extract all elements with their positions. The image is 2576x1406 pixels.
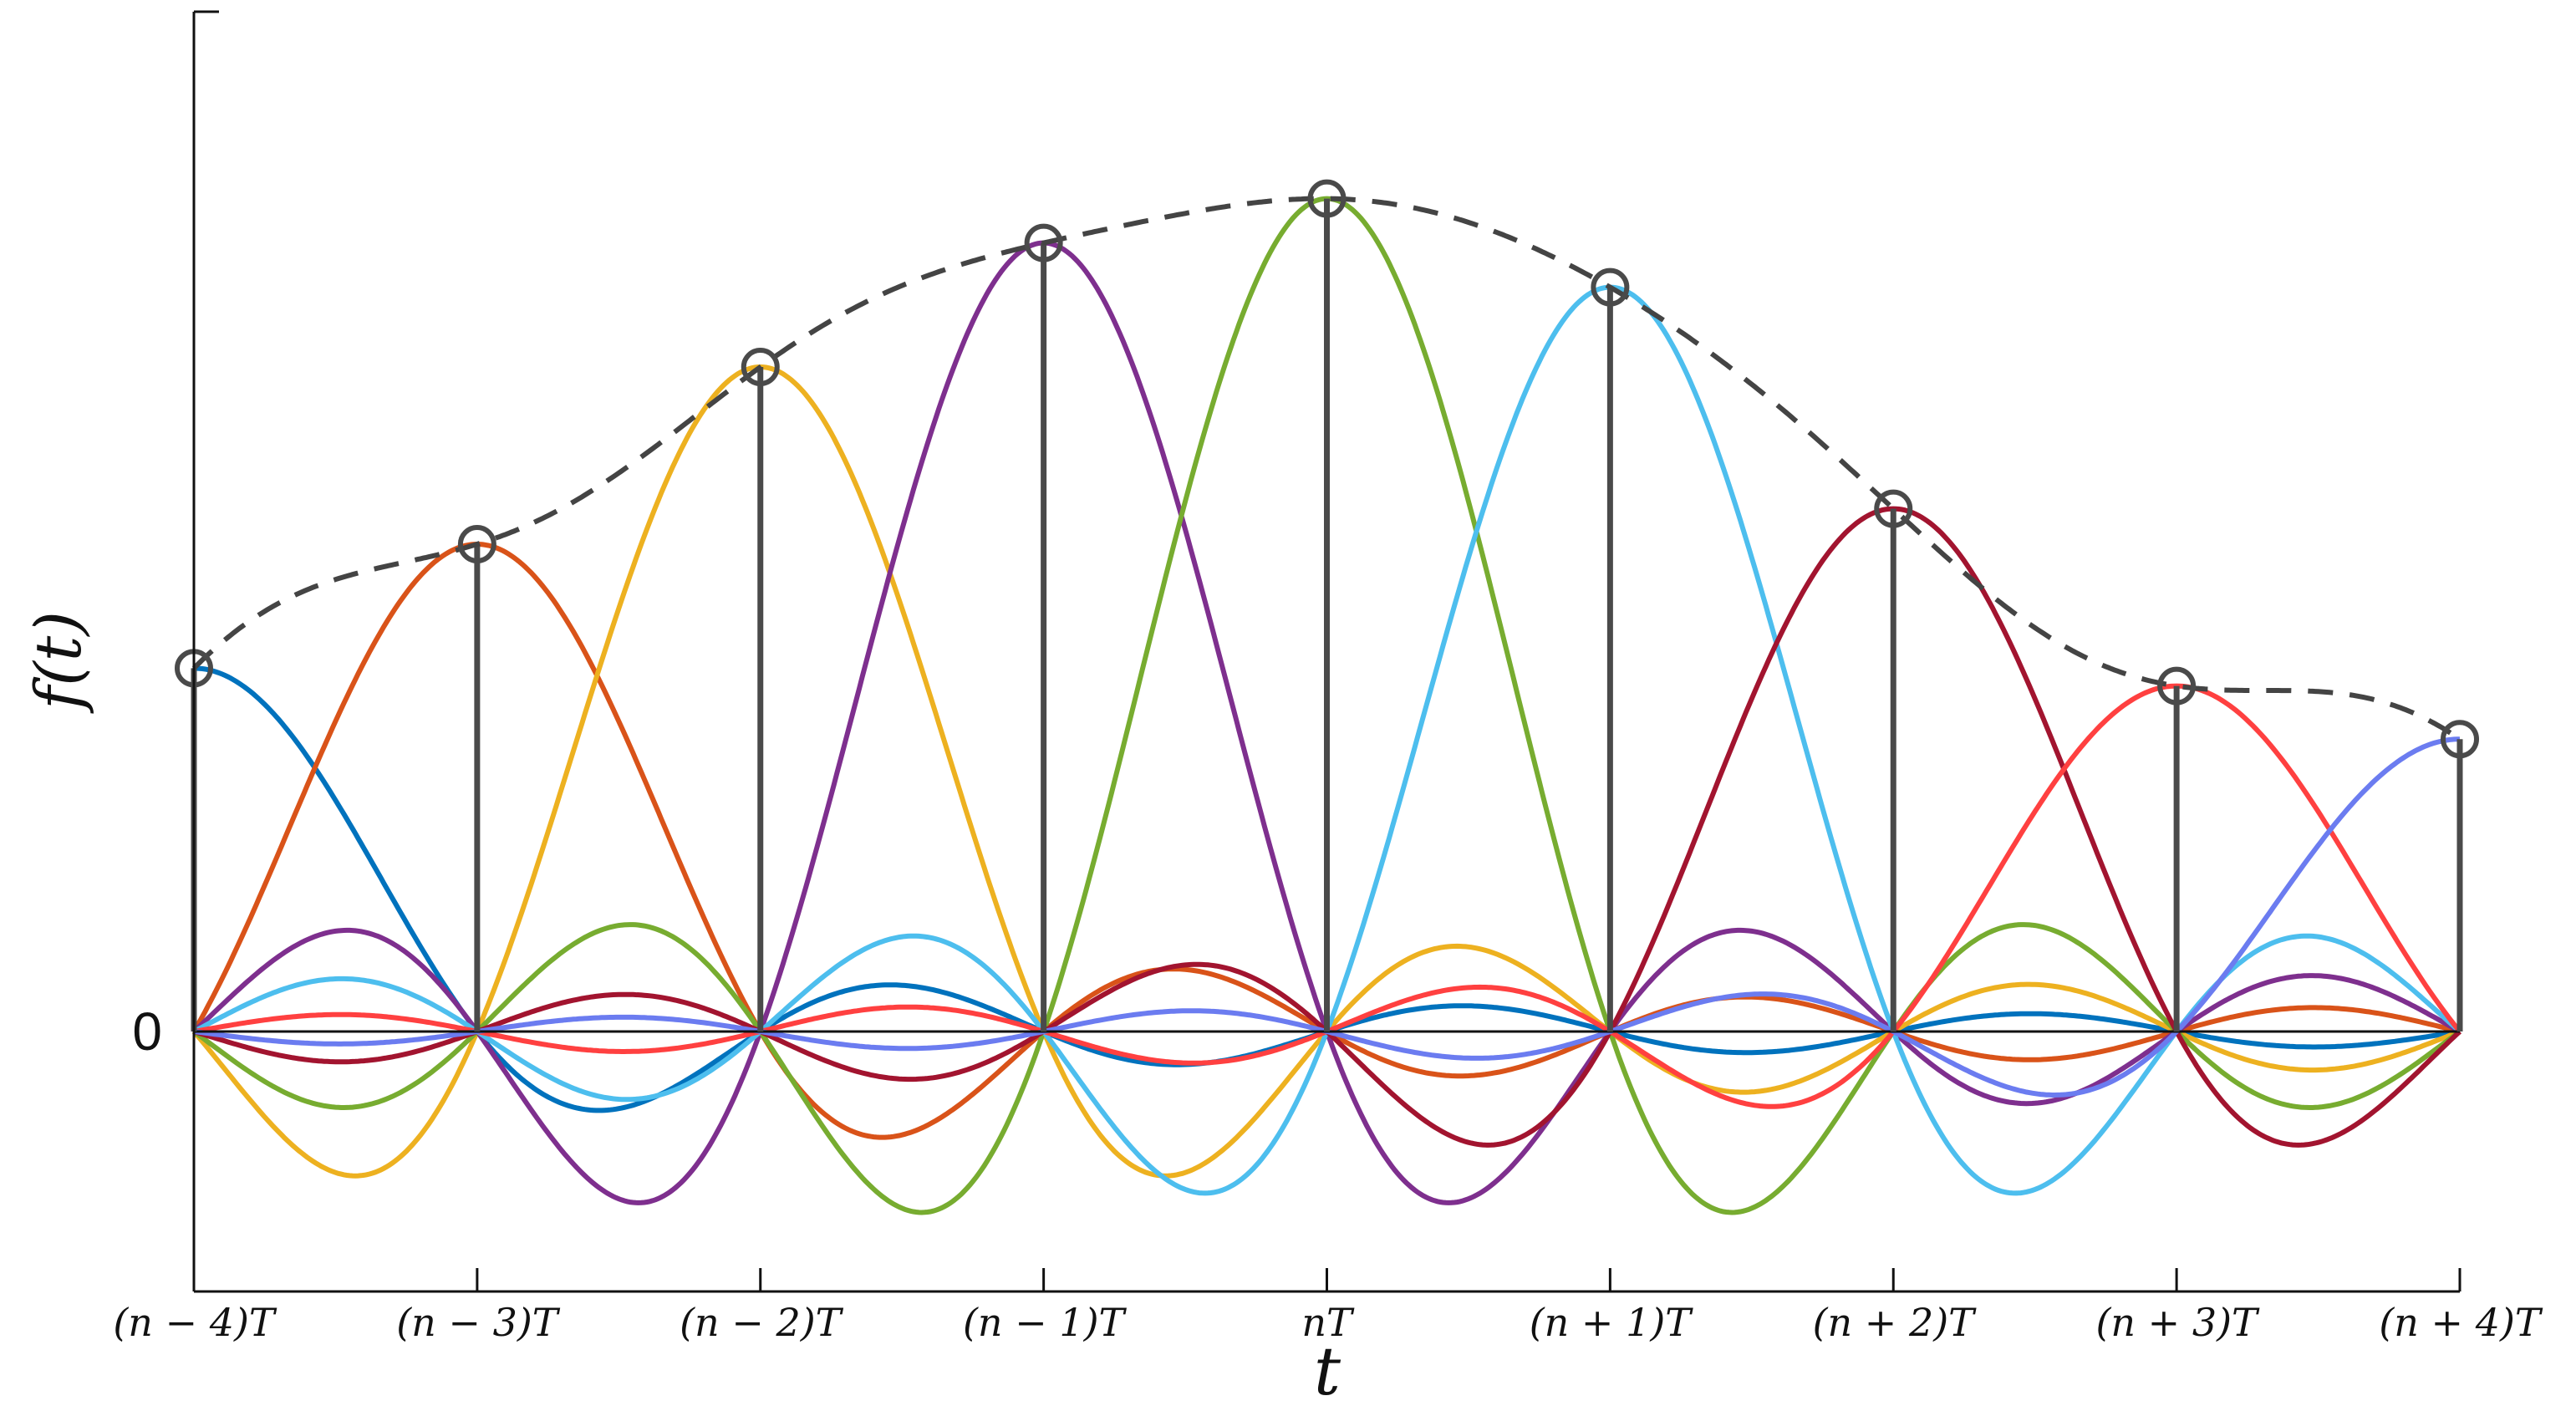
x-tick-label: (n + 1)T [1530,1300,1694,1345]
sample-marker [741,348,780,386]
x-tick-label: nT [1301,1300,1355,1345]
sample-marker [1307,179,1347,218]
reconstruction-dashed-curve [191,196,2461,741]
y-axis-label: f(t) [21,611,95,714]
x-tick-label: (n + 4)T [2379,1300,2543,1345]
x-tick-label: (n + 2)T [1813,1300,1978,1345]
sample-marker [1591,267,1630,307]
sample-markers-group [175,179,2479,759]
sample-marker [1024,223,1063,262]
x-tick-label: (n − 4)T [113,1300,277,1345]
sample-marker [2441,720,2479,759]
sample-marker [1874,489,1913,528]
sample-marker [2157,666,2197,706]
x-axis-label: t [1314,1332,1341,1406]
x-tick-label: (n + 3)T [2095,1300,2260,1345]
x-ticks-group: (n − 4)T (n − 3)T (n − 2)T (n − 1)T nT (n + 1… [113,1268,2543,1345]
x-tick-label: (n − 1)T [963,1300,1128,1345]
y-tick-label-zero: 0 [132,1001,162,1062]
x-tick-label: (n − 3)T [396,1300,561,1345]
x-tick-label: (n − 2)T [680,1300,844,1345]
sample-marker [457,525,496,563]
